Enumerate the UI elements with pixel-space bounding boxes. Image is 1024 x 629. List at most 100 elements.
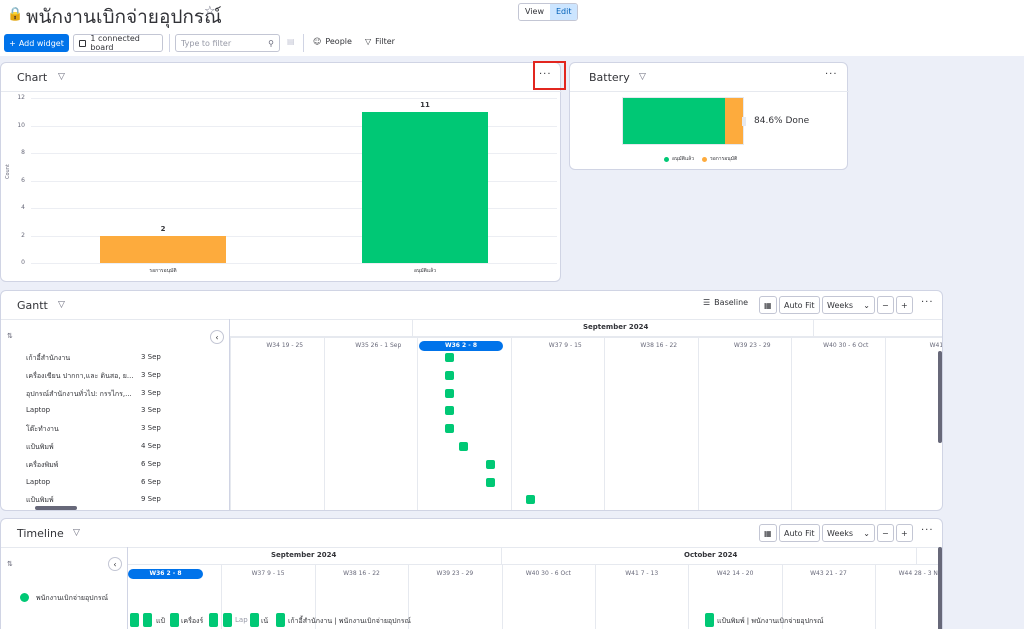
bar[interactable] xyxy=(100,235,226,263)
gantt-split xyxy=(229,319,230,510)
chart-header-divider xyxy=(1,91,562,92)
gantt-widget: Gantt ▽ ☰ Baseline ▦ Auto Fit Weeks ⌄ − +… xyxy=(0,290,943,511)
timeline-widget: Timeline ▽ ▦ Auto Fit Weeks ⌄ − + ··· ⇅ ‹… xyxy=(0,518,943,629)
timeline-item-label: เก้าอี้สำนักงาน | พนักงานเบิกจ่ายอุปกรณ์ xyxy=(288,617,412,625)
chart-more-button[interactable]: ··· xyxy=(539,69,552,80)
gantt-row-name[interactable]: Laptop xyxy=(26,406,51,415)
gantt-bar[interactable] xyxy=(445,370,455,380)
chevron-left-icon[interactable]: ‹ xyxy=(108,557,122,571)
gantt-row-name[interactable]: โต๊ะทำงาน xyxy=(26,425,59,434)
gantt-more-button[interactable]: ··· xyxy=(921,297,934,308)
funnel-icon[interactable]: ▽ xyxy=(58,72,65,82)
week-label: W38 16 - 22 xyxy=(640,342,678,349)
battery-title: Battery xyxy=(589,71,630,84)
gantt-row-name[interactable]: อุปกรณ์สำนักงานทั่วไป: กรรไกร,... xyxy=(26,389,132,398)
baseline-button[interactable]: ☰ Baseline xyxy=(703,298,749,307)
gantt-bar[interactable] xyxy=(445,406,455,416)
weeks-select[interactable]: Weeks ⌄ xyxy=(822,524,875,542)
add-widget-button[interactable]: + Add widget xyxy=(4,34,69,52)
week-divider xyxy=(604,337,605,510)
lock-icon: 🔒 xyxy=(7,7,24,22)
timeline-bar[interactable] xyxy=(209,613,218,627)
timeline-vertical-scrollbar[interactable] xyxy=(938,547,942,629)
gantt-bar[interactable] xyxy=(445,424,455,434)
timeline-bar[interactable] xyxy=(276,613,285,627)
collapse-icon[interactable]: ⇅ xyxy=(7,332,13,340)
week-label: W39 23 - 29 xyxy=(733,342,771,349)
y-tick-label: 10 xyxy=(17,121,25,129)
gantt-row-name[interactable]: เครื่องเขียน ปากกา,และ ดินสอ, ย... xyxy=(26,371,134,380)
timeline-bar[interactable] xyxy=(705,613,714,627)
calendar-button[interactable]: ▦ xyxy=(759,296,777,314)
collapse-icon[interactable]: ⇅ xyxy=(7,560,13,568)
gantt-row-name[interactable]: Laptop xyxy=(26,477,51,486)
gantt-row-name[interactable]: เก้าอี้สำนักงาน xyxy=(26,354,71,362)
gantt-bar[interactable] xyxy=(485,459,495,469)
gridline xyxy=(31,235,557,237)
y-axis-label: Count xyxy=(5,164,11,179)
filter-input[interactable]: Type to filter ⚲ xyxy=(175,34,280,52)
timeline-item-label: เน้ xyxy=(261,617,269,625)
legend-dot xyxy=(664,156,669,162)
gantt-bar[interactable] xyxy=(485,477,495,487)
month-divider xyxy=(412,319,413,337)
week-label-current: W36 2 - 8 xyxy=(128,569,203,579)
gantt-bar[interactable] xyxy=(525,495,535,505)
calendar-button[interactable]: ▦ xyxy=(759,524,777,542)
funnel-icon[interactable]: ▽ xyxy=(58,300,65,310)
search-icon: ⚲ xyxy=(268,38,274,48)
timeline-bar[interactable] xyxy=(250,613,259,627)
zoom-out-button[interactable]: − xyxy=(877,524,894,542)
gantt-row-name[interactable]: แป้นพิมพ์ xyxy=(26,496,54,505)
filter-button[interactable]: ▽ Filter xyxy=(365,37,395,46)
timeline-bar[interactable] xyxy=(143,613,152,627)
autofit-button[interactable]: Auto Fit xyxy=(779,296,820,314)
chart-title: Chart xyxy=(17,71,48,84)
week-divider xyxy=(510,337,512,510)
y-tick-label: 4 xyxy=(21,204,25,211)
timeline-more-button[interactable]: ··· xyxy=(921,525,934,536)
y-tick-label: 12 xyxy=(17,94,25,101)
gantt-horizontal-scrollbar[interactable] xyxy=(35,506,77,510)
timeline-bar[interactable] xyxy=(130,613,139,627)
chevron-left-icon[interactable]: ‹ xyxy=(210,330,224,344)
plus-icon: + xyxy=(9,38,16,48)
zoom-out-button[interactable]: − xyxy=(877,296,894,314)
gridline xyxy=(31,208,557,209)
weeks-select[interactable]: Weeks ⌄ xyxy=(822,296,875,314)
bar-data-label: 11 xyxy=(420,100,430,109)
gantt-bar[interactable] xyxy=(445,353,455,362)
gridline xyxy=(31,98,557,99)
timeline-bar[interactable] xyxy=(170,613,179,627)
view-button[interactable]: View xyxy=(525,7,544,16)
gridline xyxy=(31,180,557,182)
timeline-bar[interactable] xyxy=(223,613,232,627)
zoom-in-button[interactable]: + xyxy=(896,524,913,542)
week-label-current: W36 2 - 8 xyxy=(419,341,503,351)
chevron-down-icon: ⌄ xyxy=(863,528,870,538)
person-icon: ☺ xyxy=(313,37,322,46)
toolbar-divider xyxy=(169,34,170,52)
gantt-vertical-scrollbar[interactable] xyxy=(938,351,942,443)
week-label: W34 19 - 25 xyxy=(266,342,304,349)
funnel-icon[interactable]: ▽ xyxy=(73,528,80,538)
gantt-bar[interactable] xyxy=(458,442,468,451)
board-title[interactable]: พนักงานเบิกจ่ายอุปกรณ์ xyxy=(26,6,222,28)
gantt-bar[interactable] xyxy=(445,388,455,398)
people-filter-button[interactable]: ☺ People xyxy=(313,37,352,46)
zoom-in-button[interactable]: + xyxy=(896,296,913,314)
autofit-button[interactable]: Auto Fit xyxy=(779,524,820,542)
gantt-row-name[interactable]: เครื่องพิมพ์ xyxy=(26,460,59,469)
star-icon[interactable]: ☆ xyxy=(204,4,216,19)
edit-button[interactable]: Edit xyxy=(549,4,578,20)
bar[interactable] xyxy=(362,111,488,263)
gantt-row-date: 6 Sep xyxy=(141,459,161,468)
week-divider xyxy=(884,337,886,510)
week-label: W44 28 - 3 Nov xyxy=(898,570,943,577)
connected-board-button[interactable]: 1 connected board xyxy=(73,34,163,52)
gantt-row-name[interactable]: แป้นพิมพ์ xyxy=(26,443,54,451)
gantt-title: Gantt xyxy=(17,299,48,312)
save-icon[interactable]: ▤ xyxy=(287,37,295,46)
battery-more-button[interactable]: ··· xyxy=(825,69,838,80)
funnel-icon[interactable]: ▽ xyxy=(639,72,646,82)
